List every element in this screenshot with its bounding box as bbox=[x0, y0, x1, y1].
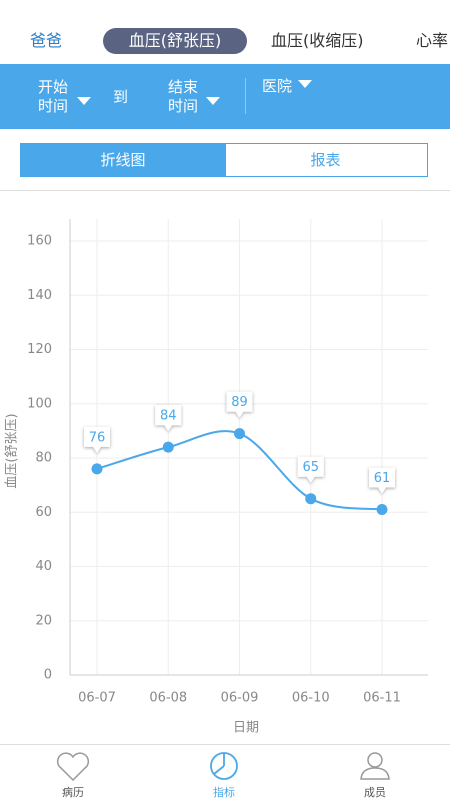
y-tick-label: 140 bbox=[27, 288, 52, 303]
point bbox=[376, 504, 388, 516]
callout bbox=[297, 456, 324, 483]
separator bbox=[0, 190, 450, 191]
tab-selected[interactable]: 血压(舒张压) bbox=[103, 28, 247, 54]
callout bbox=[84, 426, 110, 453]
tab[interactable]: 爸爸 bbox=[30, 31, 63, 50]
x-tick-label: 06-10 bbox=[292, 691, 330, 706]
chart-icon-hands bbox=[213, 753, 225, 775]
y-tick-label: 120 bbox=[27, 342, 52, 357]
y-tick-label: 60 bbox=[35, 505, 52, 520]
x-tick-label: 06-11 bbox=[363, 691, 401, 706]
tab[interactable]: 心率 bbox=[416, 31, 449, 50]
nav-border bbox=[0, 744, 450, 745]
heart-icon bbox=[56, 752, 90, 782]
data-label: 61 bbox=[374, 471, 391, 486]
point bbox=[91, 463, 103, 475]
point bbox=[162, 441, 174, 453]
point bbox=[305, 493, 317, 505]
nav-item[interactable]: 成员 bbox=[364, 786, 386, 799]
chart: 血压(舒张压) 日期 0 20 40 60 80 100 120 140 160 06-07 06-… bbox=[5, 219, 428, 736]
view-tab-selected[interactable]: 折线图 bbox=[20, 143, 226, 177]
callout bbox=[369, 467, 395, 494]
data-label: 89 bbox=[231, 395, 248, 410]
x-tick-label: 06-07 bbox=[78, 691, 116, 706]
filter-to: 到 bbox=[113, 88, 129, 106]
point bbox=[234, 428, 245, 440]
x-tick-label: 06-08 bbox=[149, 691, 187, 706]
callout bbox=[226, 391, 253, 418]
dropdown-arrow bbox=[298, 80, 312, 88]
callout bbox=[155, 405, 182, 432]
person-icon bbox=[367, 752, 383, 768]
nav-icons bbox=[56, 752, 390, 782]
y-tick-label: 40 bbox=[35, 559, 52, 574]
y-tick-label: 100 bbox=[27, 396, 52, 411]
nav-item-active[interactable]: 指标 bbox=[213, 786, 235, 799]
filter-hospital[interactable]: 医院 bbox=[262, 77, 293, 95]
data-label: 84 bbox=[160, 409, 177, 424]
y-axis-title: 血压(舒张压) bbox=[5, 413, 20, 488]
data-label: 65 bbox=[302, 460, 319, 475]
y-tick-label: 80 bbox=[35, 451, 52, 466]
nav-item[interactable]: 病历 bbox=[62, 786, 84, 799]
y-tick-label: 160 bbox=[27, 234, 52, 249]
divider bbox=[245, 78, 246, 114]
filter-end[interactable]: 结束时间 bbox=[168, 78, 199, 115]
view-tab[interactable]: 报表 bbox=[224, 143, 428, 177]
dropdown-arrow bbox=[77, 97, 91, 105]
data-label: 76 bbox=[89, 430, 106, 445]
y-tick-label: 20 bbox=[35, 613, 52, 628]
x-tick-label: 06-09 bbox=[221, 691, 259, 706]
tab[interactable]: 血压(收缩压) bbox=[271, 31, 364, 50]
filter-start[interactable]: 开始时间 bbox=[38, 78, 69, 115]
y-tick-label: 0 bbox=[44, 668, 52, 683]
filter-bar bbox=[0, 64, 450, 129]
x-axis-title: 日期 bbox=[233, 721, 259, 736]
dropdown-arrow bbox=[206, 97, 220, 105]
person-icon-body bbox=[360, 767, 390, 780]
